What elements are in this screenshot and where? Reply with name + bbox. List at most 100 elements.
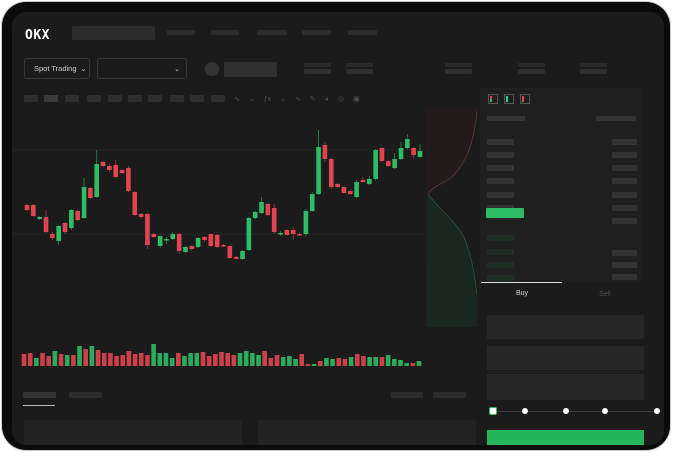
- candle-body: [24, 205, 30, 210]
- depth-bid-line: [427, 193, 478, 296]
- candle-body: [303, 211, 309, 234]
- candle-body: [138, 214, 144, 217]
- indicator-icon[interactable]: ⌄: [248, 96, 255, 103]
- amount-slider[interactable]: [489, 407, 660, 415]
- slider-step[interactable]: [654, 408, 660, 414]
- candle-body: [43, 217, 49, 232]
- stat-value: [304, 69, 331, 74]
- tab-order-history[interactable]: [69, 392, 102, 398]
- ask-amount: [612, 178, 637, 184]
- orderbook-buy-icon[interactable]: [504, 94, 514, 104]
- volume-bar: [361, 356, 366, 366]
- candle-body: [386, 161, 391, 166]
- buy-button[interactable]: [487, 430, 644, 445]
- pencil-icon[interactable]: ✎: [309, 96, 316, 103]
- bid-price: [487, 275, 514, 281]
- nav-item[interactable]: [211, 30, 239, 35]
- pair-dropdown[interactable]: ⌄: [97, 58, 187, 79]
- volume-bar: [145, 355, 150, 366]
- tab-open-orders[interactable]: [23, 392, 56, 398]
- slider-step[interactable]: [602, 408, 608, 414]
- volume-bar: [342, 359, 348, 366]
- filter-button[interactable]: [433, 392, 466, 398]
- candle-body: [157, 236, 163, 246]
- nav-item[interactable]: [348, 30, 377, 35]
- stat-label: [580, 63, 607, 67]
- candle-body: [271, 208, 277, 232]
- orders-panel: [24, 420, 242, 445]
- bid-amount: [612, 250, 637, 256]
- candle-body: [37, 217, 42, 219]
- stat-label: [304, 63, 331, 67]
- logo-text: OKX: [25, 28, 50, 43]
- volume-bar: [256, 355, 261, 366]
- candle-body: [328, 159, 334, 187]
- candle-body: [81, 187, 87, 218]
- magnet-icon[interactable]: ◕: [324, 95, 330, 103]
- candle-body: [233, 257, 239, 259]
- fullscreen-icon[interactable]: ▣: [353, 96, 360, 103]
- candle-body: [373, 150, 378, 179]
- fx-icon[interactable]: ƒx: [263, 95, 272, 103]
- chevron-down-icon[interactable]: ⌄: [280, 96, 287, 103]
- tab-sell[interactable]: Sell: [599, 291, 611, 298]
- ask-amount: [612, 192, 637, 198]
- timeframe-button[interactable]: [65, 95, 79, 102]
- stat-value: [518, 69, 545, 74]
- price-chart[interactable]: [12, 12, 482, 372]
- slider-step[interactable]: [522, 408, 528, 414]
- candle-body: [56, 226, 61, 241]
- orderbook-both-icon[interactable]: [488, 94, 498, 104]
- filter-button[interactable]: [391, 392, 423, 398]
- ask-price: [487, 152, 514, 158]
- nav-item[interactable]: [167, 30, 195, 35]
- timeframe-button[interactable]: [128, 95, 142, 102]
- total-input[interactable]: [487, 374, 644, 400]
- slider-step[interactable]: [563, 408, 569, 414]
- candle-body: [88, 188, 93, 198]
- nav-item[interactable]: [302, 30, 331, 35]
- bid-price: [487, 249, 514, 255]
- timeframe-button[interactable]: [211, 95, 225, 102]
- target-icon[interactable]: ◎: [338, 96, 345, 103]
- timeframe-button[interactable]: [170, 95, 184, 102]
- volume-bar: [219, 352, 224, 366]
- timeframe-button[interactable]: [44, 95, 58, 102]
- candle-body: [354, 182, 359, 197]
- timeframe-button[interactable]: [148, 95, 162, 102]
- candle-body: [208, 234, 214, 246]
- candle-body: [360, 180, 366, 182]
- price-input[interactable]: [487, 315, 644, 339]
- depth-bid-area: [427, 194, 477, 327]
- candle-body: [132, 192, 138, 215]
- slider-track: [492, 410, 658, 412]
- timeframe-button[interactable]: [24, 95, 38, 102]
- line-tool-icon[interactable]: ∿: [234, 96, 240, 103]
- search-field[interactable]: [72, 26, 155, 40]
- timeframe-button[interactable]: [190, 95, 204, 102]
- stat-label: [346, 63, 373, 67]
- volume-bar: [250, 353, 255, 366]
- orderbook-sell-icon[interactable]: [520, 94, 530, 104]
- amount-input[interactable]: [487, 346, 644, 370]
- tab-buy[interactable]: Buy: [515, 290, 529, 297]
- candle-body: [94, 164, 100, 197]
- timeframe-button[interactable]: [87, 95, 101, 102]
- candle-body: [62, 223, 68, 232]
- trade-tab-underline: [481, 282, 562, 283]
- spot-trading-dropdown[interactable]: Spot Trading ⌄: [24, 58, 90, 79]
- okx-logo[interactable]: OKX: [25, 26, 50, 44]
- line-tool-icon[interactable]: ∿: [295, 96, 301, 103]
- coin-avatar: [205, 62, 219, 76]
- volume-bar: [324, 358, 329, 366]
- ask-price: [487, 178, 514, 184]
- volume-bar: [287, 356, 292, 366]
- timeframe-button[interactable]: [108, 95, 122, 102]
- volume-bar: [194, 353, 200, 366]
- volume-bar: [151, 344, 156, 366]
- candle-body: [398, 148, 404, 159]
- slider-handle[interactable]: [489, 407, 497, 415]
- nav-item[interactable]: [257, 30, 287, 35]
- candle-body: [151, 234, 157, 237]
